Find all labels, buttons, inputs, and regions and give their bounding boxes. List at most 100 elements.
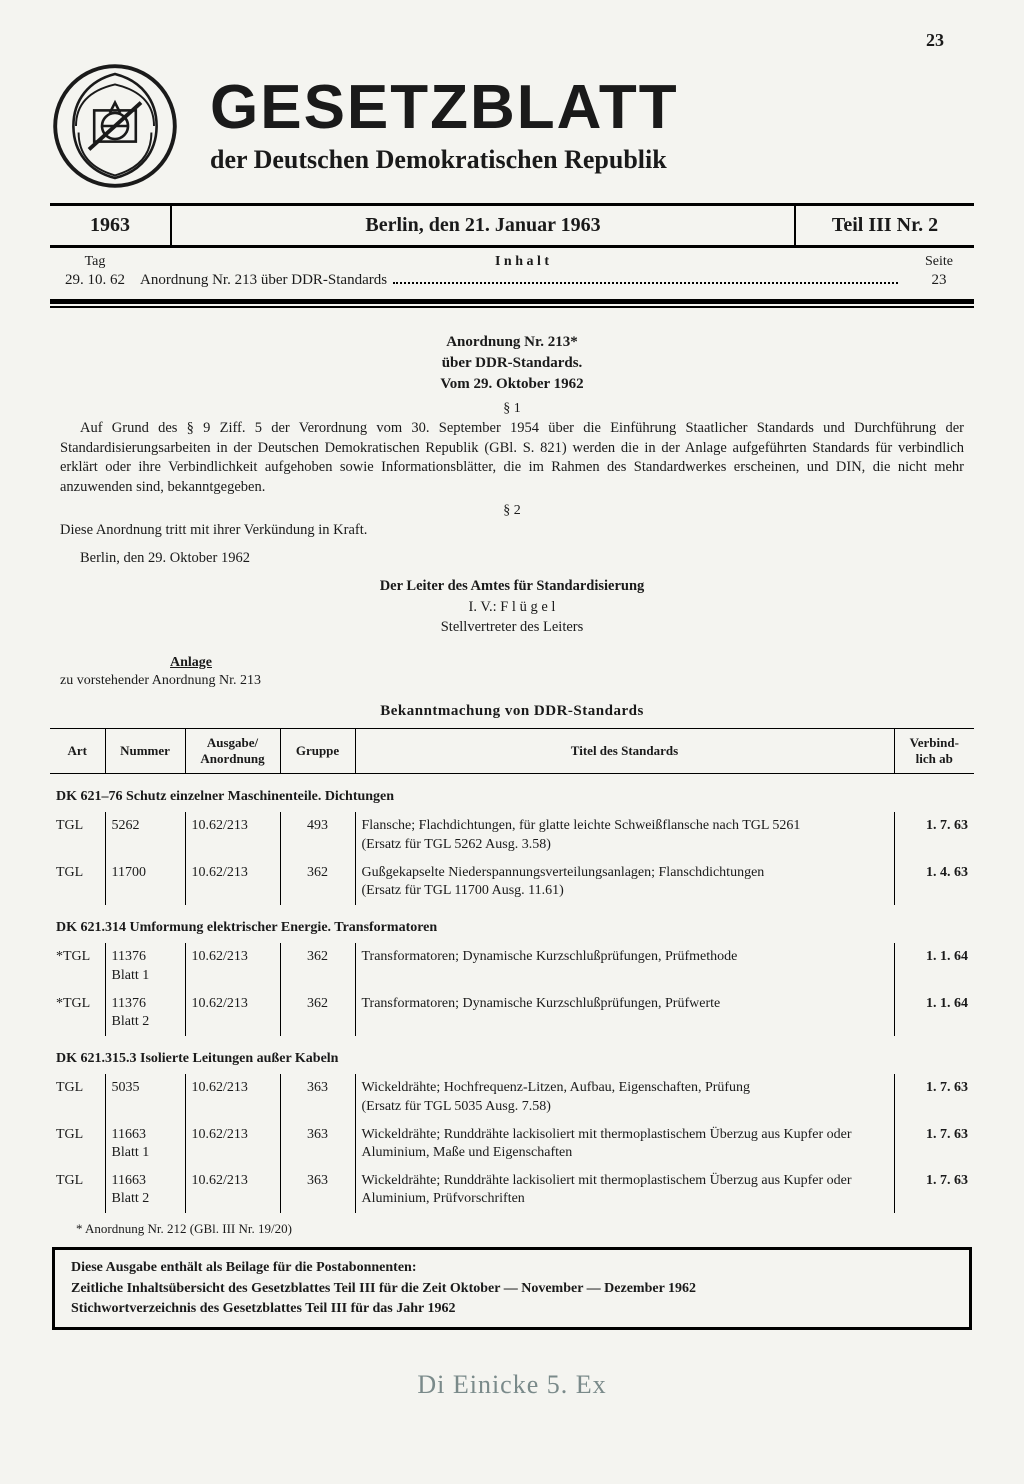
cell-verbindlich: 1. 7. 63: [894, 812, 974, 858]
cell-titel: Wickeldrähte; Runddrähte lackisoliert mi…: [355, 1121, 894, 1167]
toc-leader-dots: [393, 274, 898, 285]
place-date: Berlin, den 29. Oktober 1962: [60, 549, 964, 569]
cell-titel: Transformatoren; Dynamische Kurzschlußpr…: [355, 990, 894, 1036]
cell-ausgabe: 10.62/213: [185, 812, 280, 858]
cell-gruppe: 363: [280, 1167, 355, 1213]
cell-art: *TGL: [50, 943, 105, 989]
table-section-heading: DK 621–76 Schutz einzelner Maschinenteil…: [50, 774, 974, 813]
toc-entry-date: 29. 10. 62: [50, 272, 140, 289]
cell-verbindlich: 1. 1. 64: [894, 990, 974, 1036]
footer-line-1: Zeitliche Inhaltsübersicht des Gesetzbla…: [71, 1279, 953, 1299]
footer-line-2: Stichwortverzeichnis des Gesetzblattes T…: [71, 1299, 953, 1319]
cell-art: TGL: [50, 1074, 105, 1120]
paragraph-2-mark: § 2: [50, 503, 974, 519]
cell-gruppe: 363: [280, 1074, 355, 1120]
cell-titel: Flansche; Flachdichtungen, für glatte le…: [355, 812, 894, 858]
ordinance-heading: Anordnung Nr. 213* über DDR-Standards. V…: [50, 332, 974, 395]
footnote: * Anordnung Nr. 212 (GBl. III Nr. 19/20): [76, 1221, 964, 1237]
cell-ausgabe: 10.62/213: [185, 990, 280, 1036]
state-emblem-icon: [50, 61, 180, 191]
toc-col-inhalt: I n h a l t: [140, 254, 904, 270]
cell-gruppe: 363: [280, 1121, 355, 1167]
table-section-heading: DK 621.314 Umformung elektrischer Energi…: [50, 905, 974, 943]
cell-verbindlich: 1. 4. 63: [894, 859, 974, 905]
th-nummer: Nummer: [105, 729, 185, 774]
cell-nummer: 5262: [105, 812, 185, 858]
cell-art: TGL: [50, 859, 105, 905]
cell-titel: Gußgekapselte Niederspannungsverteilungs…: [355, 859, 894, 905]
paragraph-2-text: Diese Anordnung tritt mit ihrer Verkündu…: [60, 521, 964, 541]
table-row: TGL11663Blatt 210.62/213363Wickeldrähte;…: [50, 1167, 974, 1213]
masthead: GESETZBLATT der Deutschen Demokratischen…: [50, 61, 974, 191]
signature-block: Der Leiter des Amtes für Standardisierun…: [50, 576, 974, 637]
toc-entry-title: Anordnung Nr. 213 über DDR-Standards: [140, 272, 387, 289]
table-section-heading: DK 621.315.3 Isolierte Leitungen außer K…: [50, 1036, 974, 1074]
cell-nummer: 11376Blatt 1: [105, 943, 185, 989]
issue-header-bar: 1963 Berlin, den 21. Januar 1963 Teil II…: [50, 203, 974, 248]
cell-nummer: 11376Blatt 2: [105, 990, 185, 1036]
th-gruppe: Gruppe: [280, 729, 355, 774]
table-of-contents: Tag I n h a l t Seite 29. 10. 62 Anordnu…: [50, 248, 974, 304]
th-verbindlich: Verbind-lich ab: [894, 729, 974, 774]
ordinance-title-1: Anordnung Nr. 213*: [50, 332, 974, 353]
cell-art: *TGL: [50, 990, 105, 1036]
cell-art: TGL: [50, 1167, 105, 1213]
th-titel: Titel des Standards: [355, 729, 894, 774]
sig-iv-name: I. V.: F l ü g e l: [50, 597, 974, 617]
cell-nummer: 5035: [105, 1074, 185, 1120]
footer-lead: Diese Ausgabe enthält als Beilage für di…: [71, 1258, 953, 1278]
table-header-row: Art Nummer Ausgabe/Anordnung Gruppe Tite…: [50, 729, 974, 774]
cell-art: TGL: [50, 812, 105, 858]
ordinance-title-2: über DDR-Standards.: [50, 353, 974, 374]
page-number-top: 23: [50, 30, 974, 51]
ordinance-date: Vom 29. Oktober 1962: [50, 374, 974, 395]
cell-nummer: 11663Blatt 2: [105, 1167, 185, 1213]
cell-titel: Wickeldrähte; Runddrähte lackisoliert mi…: [355, 1167, 894, 1213]
cell-gruppe: 362: [280, 990, 355, 1036]
cell-titel: Transformatoren; Dynamische Kurzschlußpr…: [355, 943, 894, 989]
table-row: TGL526210.62/213493Flansche; Flachdichtu…: [50, 812, 974, 858]
gazette-title: GESETZBLATT: [210, 77, 974, 139]
cell-nummer: 11663Blatt 1: [105, 1121, 185, 1167]
anlage-heading: Anlage: [170, 655, 964, 671]
cell-ausgabe: 10.62/213: [185, 859, 280, 905]
cell-ausgabe: 10.62/213: [185, 1074, 280, 1120]
issue-dateline: Berlin, den 21. Januar 1963: [170, 206, 794, 245]
paragraph-1-text: Auf Grund des § 9 Ziff. 5 der Verordnung…: [60, 419, 964, 497]
standards-table: Art Nummer Ausgabe/Anordnung Gruppe Tite…: [50, 728, 974, 1213]
cell-ausgabe: 10.62/213: [185, 943, 280, 989]
table-row: *TGL11376Blatt 210.62/213362Transformato…: [50, 990, 974, 1036]
cell-verbindlich: 1. 1. 64: [894, 943, 974, 989]
toc-col-seite: Seite: [904, 254, 974, 270]
cell-gruppe: 362: [280, 859, 355, 905]
anlage-reference: zu vorstehender Anordnung Nr. 213: [60, 673, 964, 689]
cell-gruppe: 493: [280, 812, 355, 858]
toc-row: 29. 10. 62 Anordnung Nr. 213 über DDR-St…: [50, 272, 974, 289]
sig-office: Der Leiter des Amtes für Standardisierun…: [50, 576, 974, 596]
cell-ausgabe: 10.62/213: [185, 1167, 280, 1213]
cell-art: TGL: [50, 1121, 105, 1167]
sig-role: Stellvertreter des Leiters: [50, 617, 974, 637]
cell-gruppe: 362: [280, 943, 355, 989]
cell-titel: Wickeldrähte; Hochfrequenz-Litzen, Aufba…: [355, 1074, 894, 1120]
th-art: Art: [50, 729, 105, 774]
cell-nummer: 11700: [105, 859, 185, 905]
gazette-subtitle: der Deutschen Demokratischen Republik: [210, 145, 974, 175]
table-row: TGL11663Blatt 110.62/213363Wickeldrähte;…: [50, 1121, 974, 1167]
handwritten-annotation: Di Einicke 5. Ex: [50, 1370, 974, 1400]
cell-verbindlich: 1. 7. 63: [894, 1121, 974, 1167]
cell-verbindlich: 1. 7. 63: [894, 1074, 974, 1120]
paragraph-1-mark: § 1: [50, 401, 974, 417]
table-row: TGL1170010.62/213362Gußgekapselte Nieder…: [50, 859, 974, 905]
issue-year: 1963: [50, 206, 170, 245]
issue-part-number: Teil III Nr. 2: [794, 206, 974, 245]
table-row: *TGL11376Blatt 110.62/213362Transformato…: [50, 943, 974, 989]
announcement-heading: Bekanntmachung von DDR-Standards: [50, 703, 974, 720]
th-ausgabe: Ausgabe/Anordnung: [185, 729, 280, 774]
table-row: TGL503510.62/213363Wickeldrähte; Hochfre…: [50, 1074, 974, 1120]
footer-notice-box: Diese Ausgabe enthält als Beilage für di…: [52, 1247, 972, 1330]
cell-verbindlich: 1. 7. 63: [894, 1167, 974, 1213]
toc-col-tag: Tag: [50, 254, 140, 270]
cell-ausgabe: 10.62/213: [185, 1121, 280, 1167]
toc-entry-page: 23: [904, 272, 974, 289]
